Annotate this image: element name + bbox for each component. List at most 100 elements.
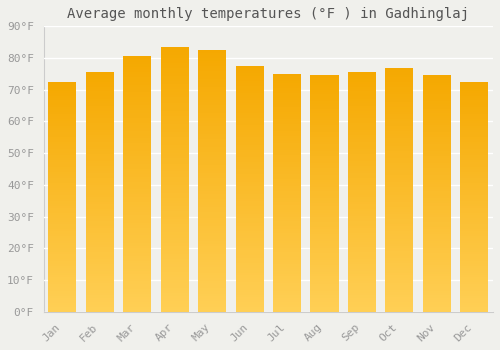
Bar xyxy=(423,198,451,201)
Bar xyxy=(460,96,488,98)
Bar xyxy=(310,246,338,248)
Bar xyxy=(123,143,152,146)
Bar xyxy=(236,238,264,240)
Bar xyxy=(160,227,189,230)
Bar xyxy=(123,113,152,115)
Bar xyxy=(198,97,226,100)
Bar xyxy=(198,152,226,155)
Bar xyxy=(86,89,114,91)
Bar xyxy=(160,272,189,275)
Bar xyxy=(198,116,226,118)
Bar xyxy=(236,130,264,132)
Bar xyxy=(386,99,413,102)
Bar xyxy=(86,197,114,199)
Bar xyxy=(386,182,413,185)
Bar xyxy=(310,158,338,161)
Bar xyxy=(273,250,301,252)
Bar xyxy=(310,163,338,165)
Bar xyxy=(160,299,189,301)
Bar xyxy=(48,266,76,268)
Bar xyxy=(273,200,301,202)
Bar xyxy=(123,230,152,233)
Bar xyxy=(348,199,376,202)
Bar xyxy=(86,122,114,125)
Bar xyxy=(273,307,301,309)
Bar xyxy=(160,150,189,153)
Bar xyxy=(348,261,376,264)
Bar xyxy=(160,65,189,68)
Bar xyxy=(273,205,301,207)
Bar xyxy=(460,112,488,114)
Bar xyxy=(310,213,338,215)
Bar xyxy=(460,89,488,91)
Bar xyxy=(236,228,264,231)
Bar xyxy=(236,309,264,312)
Bar xyxy=(48,303,76,305)
Bar xyxy=(236,223,264,226)
Bar xyxy=(348,104,376,106)
Bar xyxy=(423,286,451,288)
Bar xyxy=(310,286,338,288)
Bar xyxy=(236,182,264,184)
Bar xyxy=(310,85,338,87)
Bar xyxy=(423,177,451,180)
Bar xyxy=(460,215,488,218)
Bar xyxy=(423,90,451,92)
Bar xyxy=(123,281,152,284)
Bar xyxy=(198,147,226,149)
Bar xyxy=(123,194,152,197)
Bar xyxy=(123,169,152,172)
Bar xyxy=(48,160,76,162)
Bar xyxy=(273,81,301,83)
Bar xyxy=(198,121,226,124)
Bar xyxy=(423,293,451,295)
Bar xyxy=(348,173,376,175)
Bar xyxy=(310,135,338,137)
Bar xyxy=(273,295,301,298)
Bar xyxy=(123,97,152,100)
Bar xyxy=(460,148,488,151)
Bar xyxy=(460,105,488,107)
Bar xyxy=(86,75,114,77)
Bar xyxy=(160,307,189,309)
Bar xyxy=(160,235,189,238)
Bar xyxy=(198,131,226,134)
Bar xyxy=(160,81,189,84)
Bar xyxy=(48,144,76,146)
Bar xyxy=(386,70,413,72)
Bar xyxy=(348,235,376,238)
Bar xyxy=(198,108,226,110)
Bar xyxy=(236,68,264,71)
Bar xyxy=(236,268,264,270)
Bar xyxy=(460,190,488,192)
Bar xyxy=(198,170,226,173)
Bar xyxy=(198,280,226,283)
Bar xyxy=(123,296,152,299)
Bar xyxy=(423,85,451,87)
Bar xyxy=(423,307,451,310)
Bar xyxy=(460,234,488,236)
Bar xyxy=(48,250,76,252)
Bar xyxy=(348,204,376,206)
Title: Average monthly temperatures (°F ) in Gadhinglaj: Average monthly temperatures (°F ) in Ga… xyxy=(68,7,469,21)
Bar xyxy=(423,142,451,144)
Bar xyxy=(236,258,264,260)
Bar xyxy=(460,284,488,287)
Bar xyxy=(236,214,264,216)
Bar xyxy=(198,225,226,228)
Bar xyxy=(348,252,376,254)
Bar xyxy=(386,297,413,300)
Bar xyxy=(273,119,301,121)
Bar xyxy=(123,136,152,138)
Bar xyxy=(310,132,338,135)
Bar xyxy=(198,118,226,121)
Bar xyxy=(386,224,413,226)
Bar xyxy=(348,247,376,250)
Bar xyxy=(86,281,114,283)
Bar xyxy=(160,105,189,108)
Bar xyxy=(160,187,189,190)
Bar xyxy=(386,153,413,155)
Bar xyxy=(273,309,301,312)
Bar xyxy=(273,74,301,76)
Bar xyxy=(86,269,114,271)
